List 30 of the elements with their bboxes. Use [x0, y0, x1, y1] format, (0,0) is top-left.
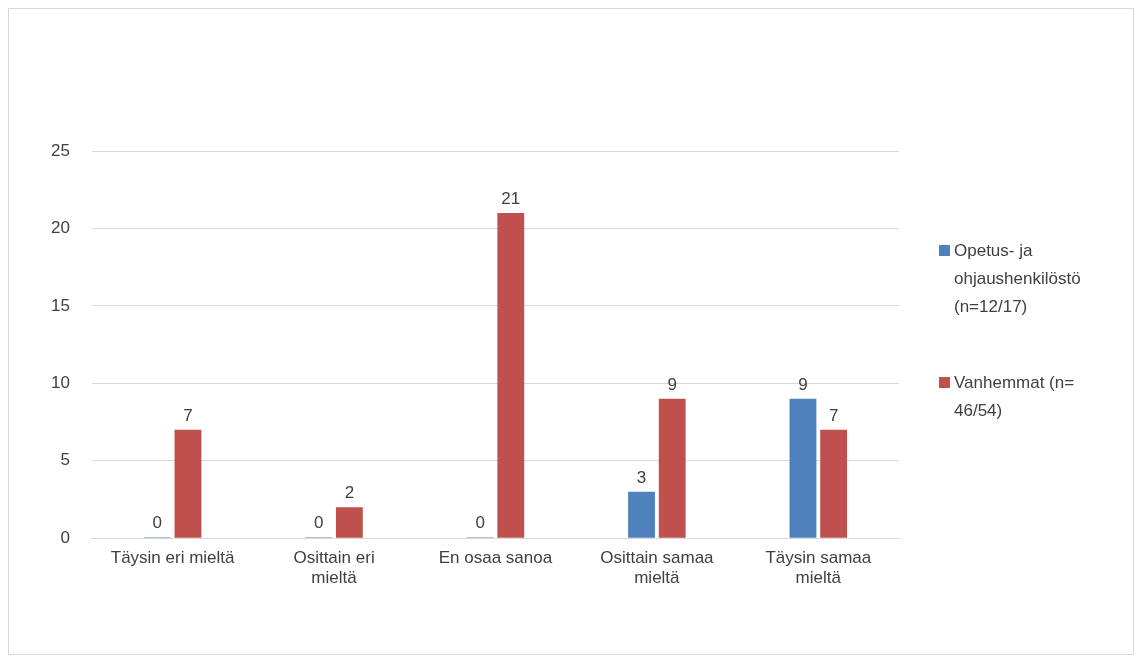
bar [820, 429, 848, 538]
legend-label: Opetus- ja ohjaushenkilöstö (n=12/17) [954, 240, 1082, 318]
y-tick-label: 15 [50, 295, 70, 315]
y-tick-label: 20 [50, 218, 70, 238]
legend-label: Vanhemmat (n= 46/54) [954, 372, 1076, 422]
data-label: 7 [828, 405, 839, 425]
y-tick-label: 25 [50, 140, 70, 160]
x-tick-label: Täysin samaa mieltä [765, 548, 872, 588]
bar [628, 491, 655, 538]
data-label: 21 [501, 189, 521, 209]
data-label: 0 [313, 513, 324, 533]
y-tick-label: 10 [50, 373, 70, 393]
x-tick-label: Osittain samaa mieltä [600, 548, 715, 588]
y-tick-label: 0 [60, 527, 70, 547]
data-label: 9 [798, 375, 808, 394]
y-tick-label: 5 [60, 450, 70, 470]
bar [497, 212, 525, 538]
x-tick-label: Täysin eri mieltä [110, 548, 236, 568]
bar [658, 398, 686, 538]
data-label: 0 [152, 513, 163, 533]
data-label: 0 [475, 513, 485, 533]
data-label: 9 [667, 375, 677, 394]
bar [335, 507, 363, 538]
data-label: 7 [183, 405, 193, 425]
x-tick-label: Osittain eri mieltä [293, 548, 375, 588]
data-label: 3 [636, 467, 647, 487]
bar [174, 429, 202, 538]
data-label: 2 [344, 483, 355, 503]
x-tick-label: En osaa sanoa [438, 548, 553, 568]
bar [789, 398, 817, 538]
